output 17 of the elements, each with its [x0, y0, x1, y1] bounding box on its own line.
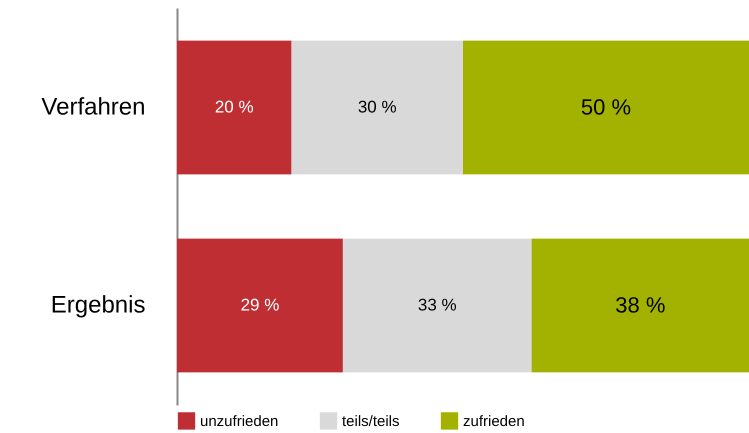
data-label: 30 %: [358, 98, 397, 116]
legend-label: teils/teils: [342, 412, 400, 430]
bar: [291, 40, 463, 174]
data-label: 38 %: [615, 292, 666, 318]
y-tick-label: Ergebnis: [50, 292, 146, 319]
data-label: 29 %: [240, 296, 280, 315]
bar: [177, 238, 343, 372]
bar: [177, 40, 292, 174]
data-label: 20 %: [214, 98, 254, 116]
data-label: 33 %: [418, 296, 457, 315]
legend-label: zufrieden: [463, 412, 525, 430]
legend-label: unzufrieden: [200, 412, 278, 430]
bar: [342, 238, 532, 372]
bar: [463, 40, 749, 174]
y-tick-label: Verfahren: [41, 94, 146, 120]
bar: [532, 238, 749, 372]
data-label: 50 %: [580, 94, 632, 120]
